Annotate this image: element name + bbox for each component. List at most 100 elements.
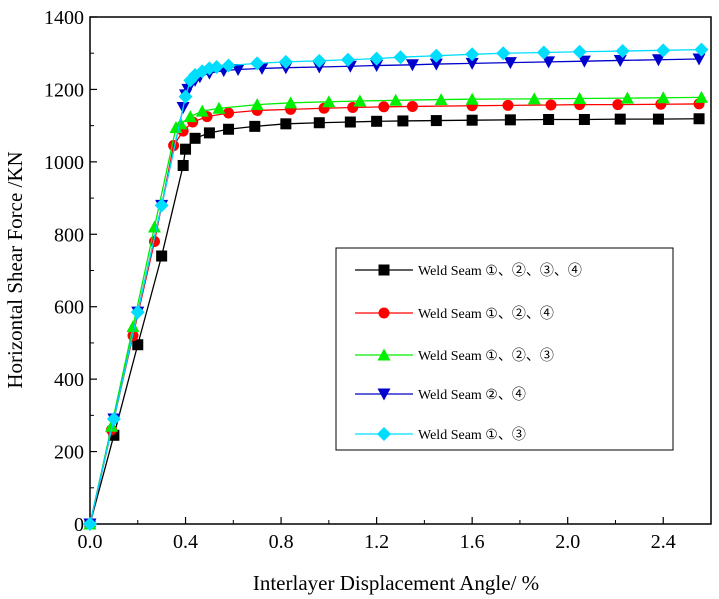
y-tick-label: 600: [54, 297, 84, 319]
data-point: [694, 42, 709, 57]
data-point: [344, 116, 356, 128]
data-point: [108, 429, 120, 441]
data-point: [465, 92, 479, 105]
data-point: [178, 89, 193, 104]
data-point: [542, 56, 556, 69]
data-point: [132, 339, 144, 351]
legend-entry: Weld Seam ②、④: [355, 387, 526, 403]
data-point: [652, 113, 664, 125]
x-tick-label: 0.0: [78, 531, 103, 553]
data-point: [83, 517, 97, 531]
data-point: [370, 60, 384, 73]
legend-marker: [378, 307, 390, 319]
x-tick-label: 2.4: [651, 531, 676, 553]
x-axis-title: Interlayer Displacement Angle/ %: [253, 571, 539, 595]
data-point: [430, 115, 442, 127]
legend-entry: Weld Seam ①、②、③: [355, 348, 554, 364]
series-layer: [83, 42, 709, 531]
legend-label: Weld Seam ①、②、④: [418, 306, 554, 322]
legend-marker: [377, 427, 391, 441]
y-tick-label: 200: [54, 442, 84, 464]
data-point: [195, 104, 209, 117]
data-point: [177, 159, 189, 171]
data-point: [312, 53, 327, 68]
legend-marker: [377, 388, 391, 401]
data-point: [496, 46, 511, 61]
data-point: [249, 120, 261, 132]
legend-marker: [378, 264, 390, 276]
data-point: [212, 101, 226, 114]
data-point: [694, 90, 708, 103]
data-point: [434, 93, 448, 106]
legend-label: Weld Seam ①、②、③、④: [418, 263, 582, 279]
series-3: [83, 90, 708, 530]
data-point: [466, 114, 478, 126]
data-point: [147, 220, 161, 233]
data-point: [313, 117, 325, 129]
data-point: [504, 114, 516, 126]
data-point: [613, 54, 627, 67]
data-point: [572, 44, 587, 59]
data-point: [620, 91, 634, 104]
y-tick-label: 1000: [44, 152, 84, 174]
legend-marker: [377, 348, 391, 361]
data-point: [692, 53, 706, 66]
x-tick-label: 0.4: [173, 531, 198, 553]
data-point: [429, 48, 444, 63]
data-point: [322, 95, 336, 108]
data-point: [284, 96, 298, 109]
data-point: [577, 55, 591, 68]
data-point: [614, 113, 626, 125]
series-1: [84, 113, 705, 530]
data-point: [106, 411, 121, 426]
data-point: [503, 57, 517, 70]
y-axis-title: Horizontal Shear Force /KN: [3, 151, 27, 388]
y-axis: 0 200 400 600 800 1000 1200 1400: [44, 7, 97, 536]
x-tick-label: 1.6: [460, 531, 485, 553]
y-tick-label: 1200: [44, 79, 84, 101]
data-point: [126, 320, 140, 333]
data-point: [104, 419, 118, 432]
y-tick-label: 400: [54, 369, 84, 391]
data-point: [369, 51, 384, 66]
data-point: [536, 45, 551, 60]
legend-entry: Weld Seam ①、②、④: [355, 306, 554, 322]
y-tick-label: 800: [54, 224, 84, 246]
data-point: [543, 113, 555, 125]
data-point: [502, 99, 514, 111]
data-point: [209, 59, 224, 74]
data-point: [156, 250, 168, 262]
data-point: [693, 113, 705, 125]
x-tick-label: 1.2: [364, 531, 389, 553]
data-point: [353, 94, 367, 107]
legend-label: Weld Seam ①、②、③: [418, 348, 554, 364]
data-point: [223, 107, 235, 119]
legend-entry: Weld Seam ①、③: [355, 427, 526, 443]
data-point: [280, 118, 292, 130]
data-point: [406, 100, 418, 112]
data-point: [545, 99, 557, 111]
legend-label: Weld Seam ①、③: [418, 427, 526, 443]
data-point: [656, 43, 671, 58]
x-tick-label: 0.8: [269, 531, 294, 553]
data-point: [231, 64, 245, 77]
data-point: [189, 132, 201, 144]
data-point: [573, 91, 587, 104]
y-tick-label: 1400: [44, 7, 84, 29]
data-point: [203, 127, 215, 139]
legend: Weld Seam ①、②、③、④ Weld Seam ①、②、④ Weld Sea…: [335, 247, 674, 451]
data-point: [615, 44, 630, 59]
data-point: [174, 117, 188, 130]
data-point: [130, 305, 145, 320]
x-axis: 0.0 0.4 0.8 1.2 1.6 2.0 2.4: [78, 517, 712, 553]
data-point: [221, 58, 236, 73]
y-tick-label: 0: [74, 514, 84, 536]
data-point: [465, 47, 480, 62]
data-point: [429, 58, 443, 71]
data-point: [527, 92, 541, 105]
data-point: [378, 101, 390, 113]
data-point: [465, 57, 479, 70]
data-point: [183, 110, 197, 123]
data-point: [405, 59, 419, 72]
data-point: [250, 56, 265, 71]
